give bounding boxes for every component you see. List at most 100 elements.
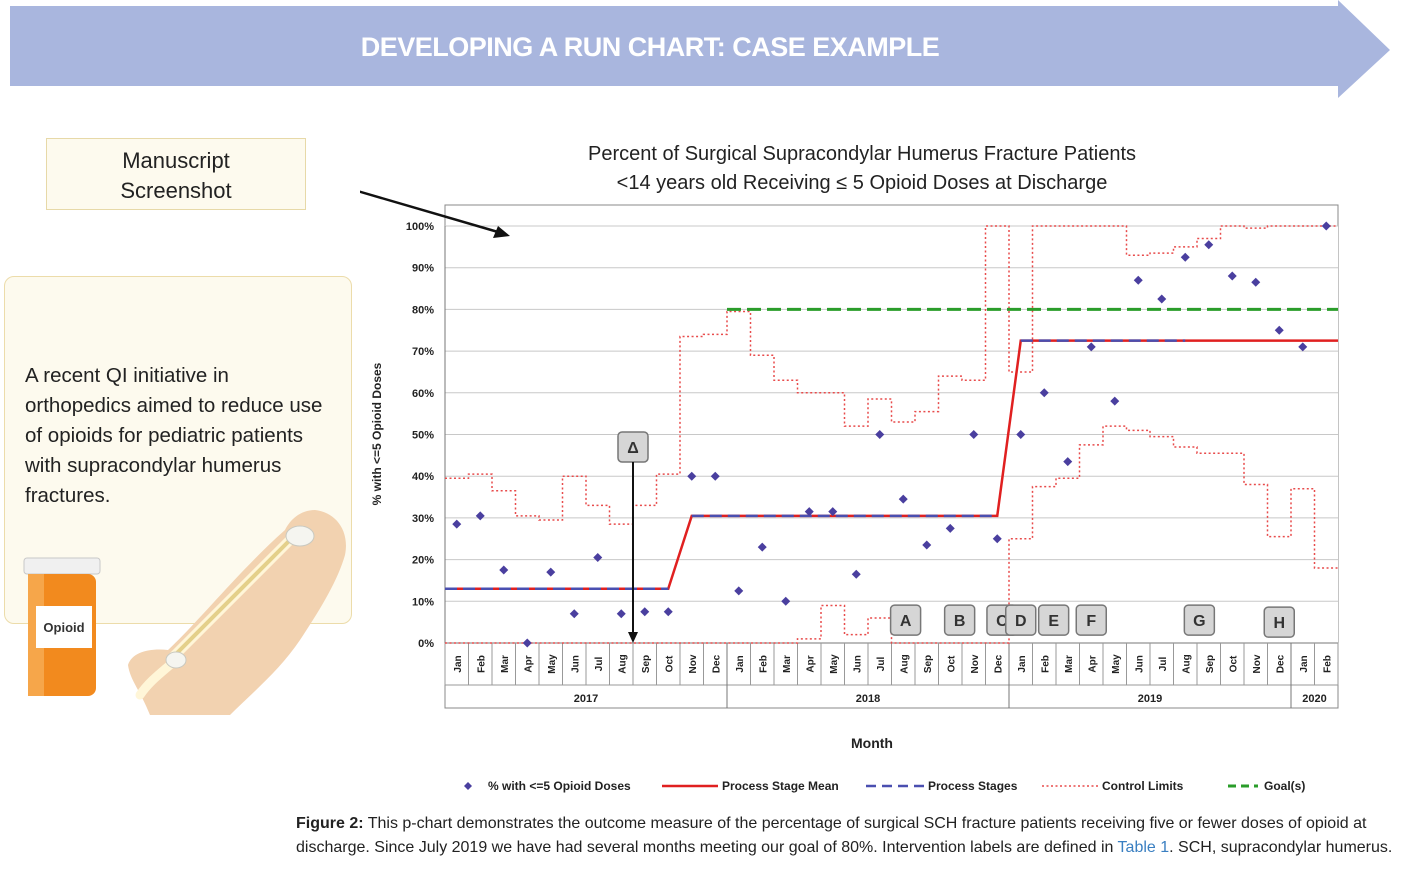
x-tick-label: May <box>1111 654 1122 674</box>
intervention-label-box <box>1183 604 1216 636</box>
data-point <box>1157 294 1167 304</box>
year-label: 2018 <box>856 693 880 705</box>
data-point <box>1274 325 1284 335</box>
y-tick-labels: 0% 10% 20% 30% 40% 50% 60% 70% 80% 90% 100% <box>406 221 434 650</box>
intervention-label-box <box>1263 606 1295 638</box>
y-tick-label: 60% <box>412 388 434 400</box>
y-tick-label: 70% <box>412 346 434 358</box>
intervention-labels: ΔA B C D E F G H <box>617 431 1295 643</box>
data-point <box>616 609 626 619</box>
intervention-label-box <box>1005 604 1037 636</box>
year-label: 2017 <box>574 693 598 705</box>
delta-pointer-arrowhead <box>628 632 638 643</box>
x-tick-label: Jun <box>852 655 863 673</box>
x-tick-label: May <box>829 654 840 674</box>
legend-label: Process Stage Mean <box>722 779 839 793</box>
x-tick-label: Oct <box>946 655 957 672</box>
chart-title-line1: Percent of Surgical Supracondylar Humeru… <box>588 143 1136 165</box>
intervention-label-B: B <box>943 604 976 636</box>
y-tick-label: 40% <box>412 471 434 483</box>
x-tick-label: Dec <box>993 654 1004 673</box>
legend-item: % with <=5 Opioid Doses <box>464 779 631 793</box>
x-tick-label: Jun <box>1134 655 1145 673</box>
x-tick-label: Sep <box>923 655 934 673</box>
data-point <box>569 609 579 619</box>
data-point <box>734 586 744 596</box>
intervention-label-A: A <box>889 604 922 636</box>
x-tick-label: Apr <box>523 655 534 672</box>
x-tick-label: Jan <box>1017 655 1028 672</box>
manuscript-pointer-arrow <box>360 190 499 234</box>
x-tick-label: Aug <box>899 654 910 673</box>
description-text: A recent QI initiative in orthopedics ai… <box>25 364 323 507</box>
data-point <box>1180 252 1190 262</box>
y-tick-label: 20% <box>412 555 434 567</box>
lower-control-limit <box>445 425 1338 644</box>
intervention-label-text: B <box>954 613 966 630</box>
x-tick-label: Apr <box>1087 655 1098 672</box>
upper-control-limit <box>445 225 1338 525</box>
y-tick-label: 30% <box>412 513 434 525</box>
intervention-label-text: F <box>1086 613 1096 630</box>
year-label: 2019 <box>1138 693 1162 705</box>
y-tick-label: 50% <box>412 430 434 442</box>
data-point <box>875 430 885 439</box>
data-point <box>945 523 955 533</box>
caption-text: This p-chart demonstrates the outcome me… <box>296 815 1367 856</box>
banner-arrow <box>10 0 1390 98</box>
data-point <box>452 519 462 529</box>
table-link[interactable]: Table 1 <box>1117 839 1170 856</box>
caption-label: Figure 2: <box>296 815 364 832</box>
y-tick-label: 0% <box>418 638 434 650</box>
x-tick-label: Oct <box>1228 655 1239 672</box>
intervention-label-text: G <box>1193 613 1205 630</box>
bottle-label: Opioid <box>43 620 84 635</box>
data-point <box>1110 396 1120 406</box>
intervention-label-E: E <box>1037 604 1070 636</box>
data-point <box>522 638 532 648</box>
x-tick-label: Sep <box>1205 655 1216 673</box>
x-tick-label: Jul <box>1158 657 1169 672</box>
x-tick-label: May <box>547 654 558 674</box>
figure-caption: Figure 2: This p-chart demonstrates the … <box>296 812 1416 860</box>
data-point <box>593 553 603 563</box>
data-point <box>1227 271 1237 281</box>
x-axis-label: Month <box>851 735 893 751</box>
x-tick-label: Sep <box>641 655 652 673</box>
chart-title-line2: <14 years old Receiving ≤ 5 Opioid Doses… <box>617 172 1108 194</box>
x-tick-label: Feb <box>476 655 487 673</box>
pill-bottle-icon: Opioid <box>23 557 101 696</box>
data-point <box>687 471 697 481</box>
x-tick-label: Dec <box>711 654 722 673</box>
caption-text-end: . SCH, supracondylar humerus. <box>1169 839 1393 856</box>
intervention-label-text: A <box>900 613 912 630</box>
chart-legend: % with <=5 Opioid Doses Process Stage Mea… <box>464 779 1305 793</box>
y-tick-label: 90% <box>412 263 434 275</box>
x-tick-label: Feb <box>1040 655 1051 673</box>
intervention-label-box <box>943 604 976 636</box>
x-tick-label: Aug <box>617 654 628 673</box>
data-point <box>546 567 556 577</box>
legend-label: Process Stages <box>928 779 1018 793</box>
x-tick-label: Jul <box>594 657 605 672</box>
x-tick-label: Nov <box>970 654 981 673</box>
x-tick-label: Apr <box>805 655 816 672</box>
x-tick-label: Jul <box>876 657 887 672</box>
intervention-label-box <box>1037 604 1070 636</box>
y-tick-label: 100% <box>406 221 434 233</box>
data-point <box>804 507 814 517</box>
legend-item: Process Stage Mean <box>662 779 839 793</box>
banner-title: DEVELOPING A RUN CHART: CASE EXAMPLE <box>360 32 940 62</box>
x-tick-label: Aug <box>1181 654 1192 673</box>
year-labels: 2017 2018 2019 2020 <box>574 643 1327 708</box>
x-tick-label: Mar <box>782 655 793 673</box>
p-chart: Percent of Surgical Supracondylar Humeru… <box>360 143 1339 793</box>
data-point <box>1298 342 1308 352</box>
data-point <box>922 540 932 550</box>
intervention-label-Δ: Δ <box>617 431 649 463</box>
data-point <box>499 565 509 575</box>
legend-label: % with <=5 Opioid Doses <box>488 779 631 793</box>
intervention-label-box <box>1075 604 1107 636</box>
y-axis-label: % with <=5 Opioid Doses <box>370 362 384 505</box>
x-tick-label: Oct <box>664 655 675 672</box>
